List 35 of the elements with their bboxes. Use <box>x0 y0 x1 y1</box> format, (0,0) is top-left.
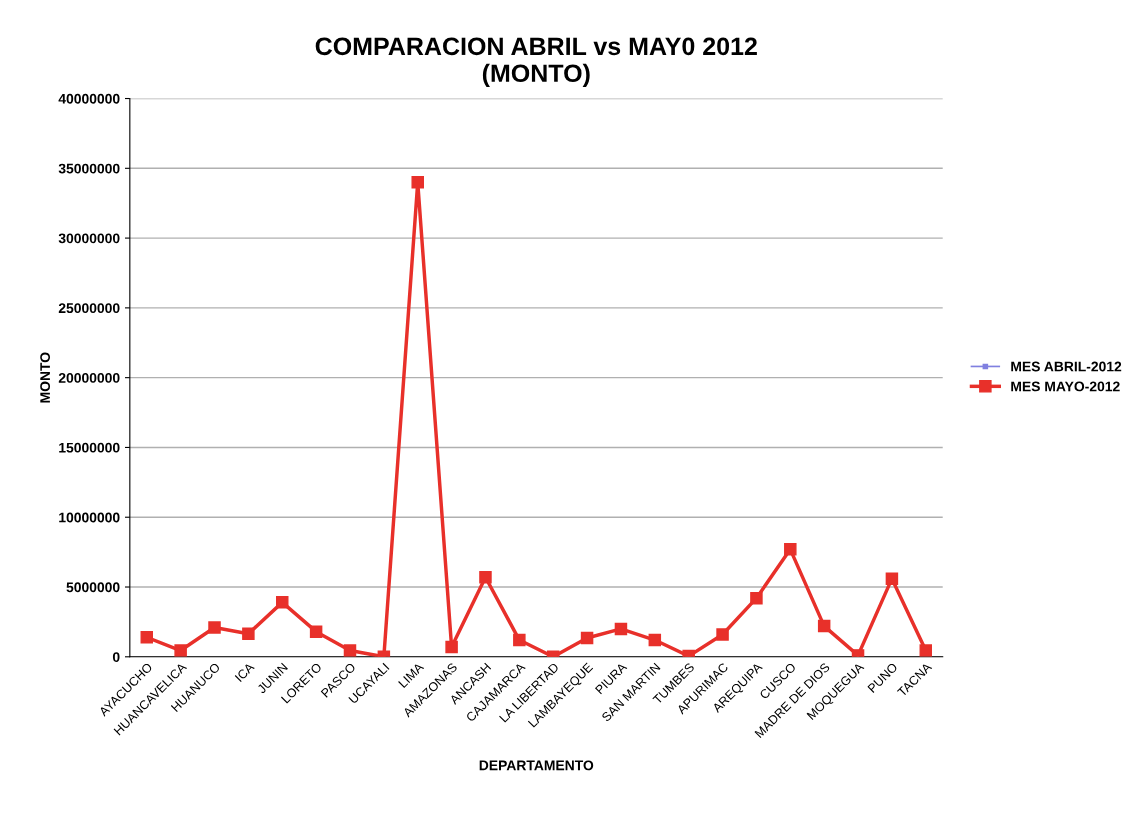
point <box>140 631 154 644</box>
y-tick-label: 25000000 <box>58 303 120 314</box>
point <box>208 621 221 634</box>
point <box>919 644 933 657</box>
y-tick-label: 15000000 <box>59 442 120 453</box>
y-tick-label: 5000000 <box>66 582 120 593</box>
y-tick-label: 30000000 <box>58 233 120 244</box>
point <box>479 570 492 584</box>
point <box>716 628 729 641</box>
point <box>614 622 628 636</box>
y-tick-label: 10000000 <box>59 512 120 523</box>
point <box>275 596 289 609</box>
y-tick-label: 40000000 <box>58 93 120 104</box>
legend-label: MES ABRIL-2012 <box>1011 361 1122 372</box>
point <box>885 572 899 585</box>
point <box>343 644 357 657</box>
point <box>580 631 594 645</box>
point <box>784 543 797 556</box>
point <box>513 633 526 647</box>
chart-title: COMPARACION ABRIL vs MAY0 2012 (MONTO) <box>315 37 757 88</box>
point <box>750 591 763 605</box>
y-tick-label: 20000000 <box>58 372 120 383</box>
x-axis-title: DEPARTAMENTO <box>479 760 594 771</box>
y-tick-label: 35000000 <box>58 163 120 174</box>
point <box>648 633 662 647</box>
point <box>817 619 831 633</box>
y-tick-label: 0 <box>112 652 120 662</box>
point <box>309 625 323 638</box>
legend-label: MES MAYO-2012 <box>1011 381 1120 392</box>
point <box>445 640 458 654</box>
point <box>242 627 255 641</box>
x-tick-label: ICA <box>234 661 255 683</box>
point <box>174 644 187 657</box>
y-axis-title: MONTO <box>40 352 51 403</box>
point <box>411 176 424 189</box>
